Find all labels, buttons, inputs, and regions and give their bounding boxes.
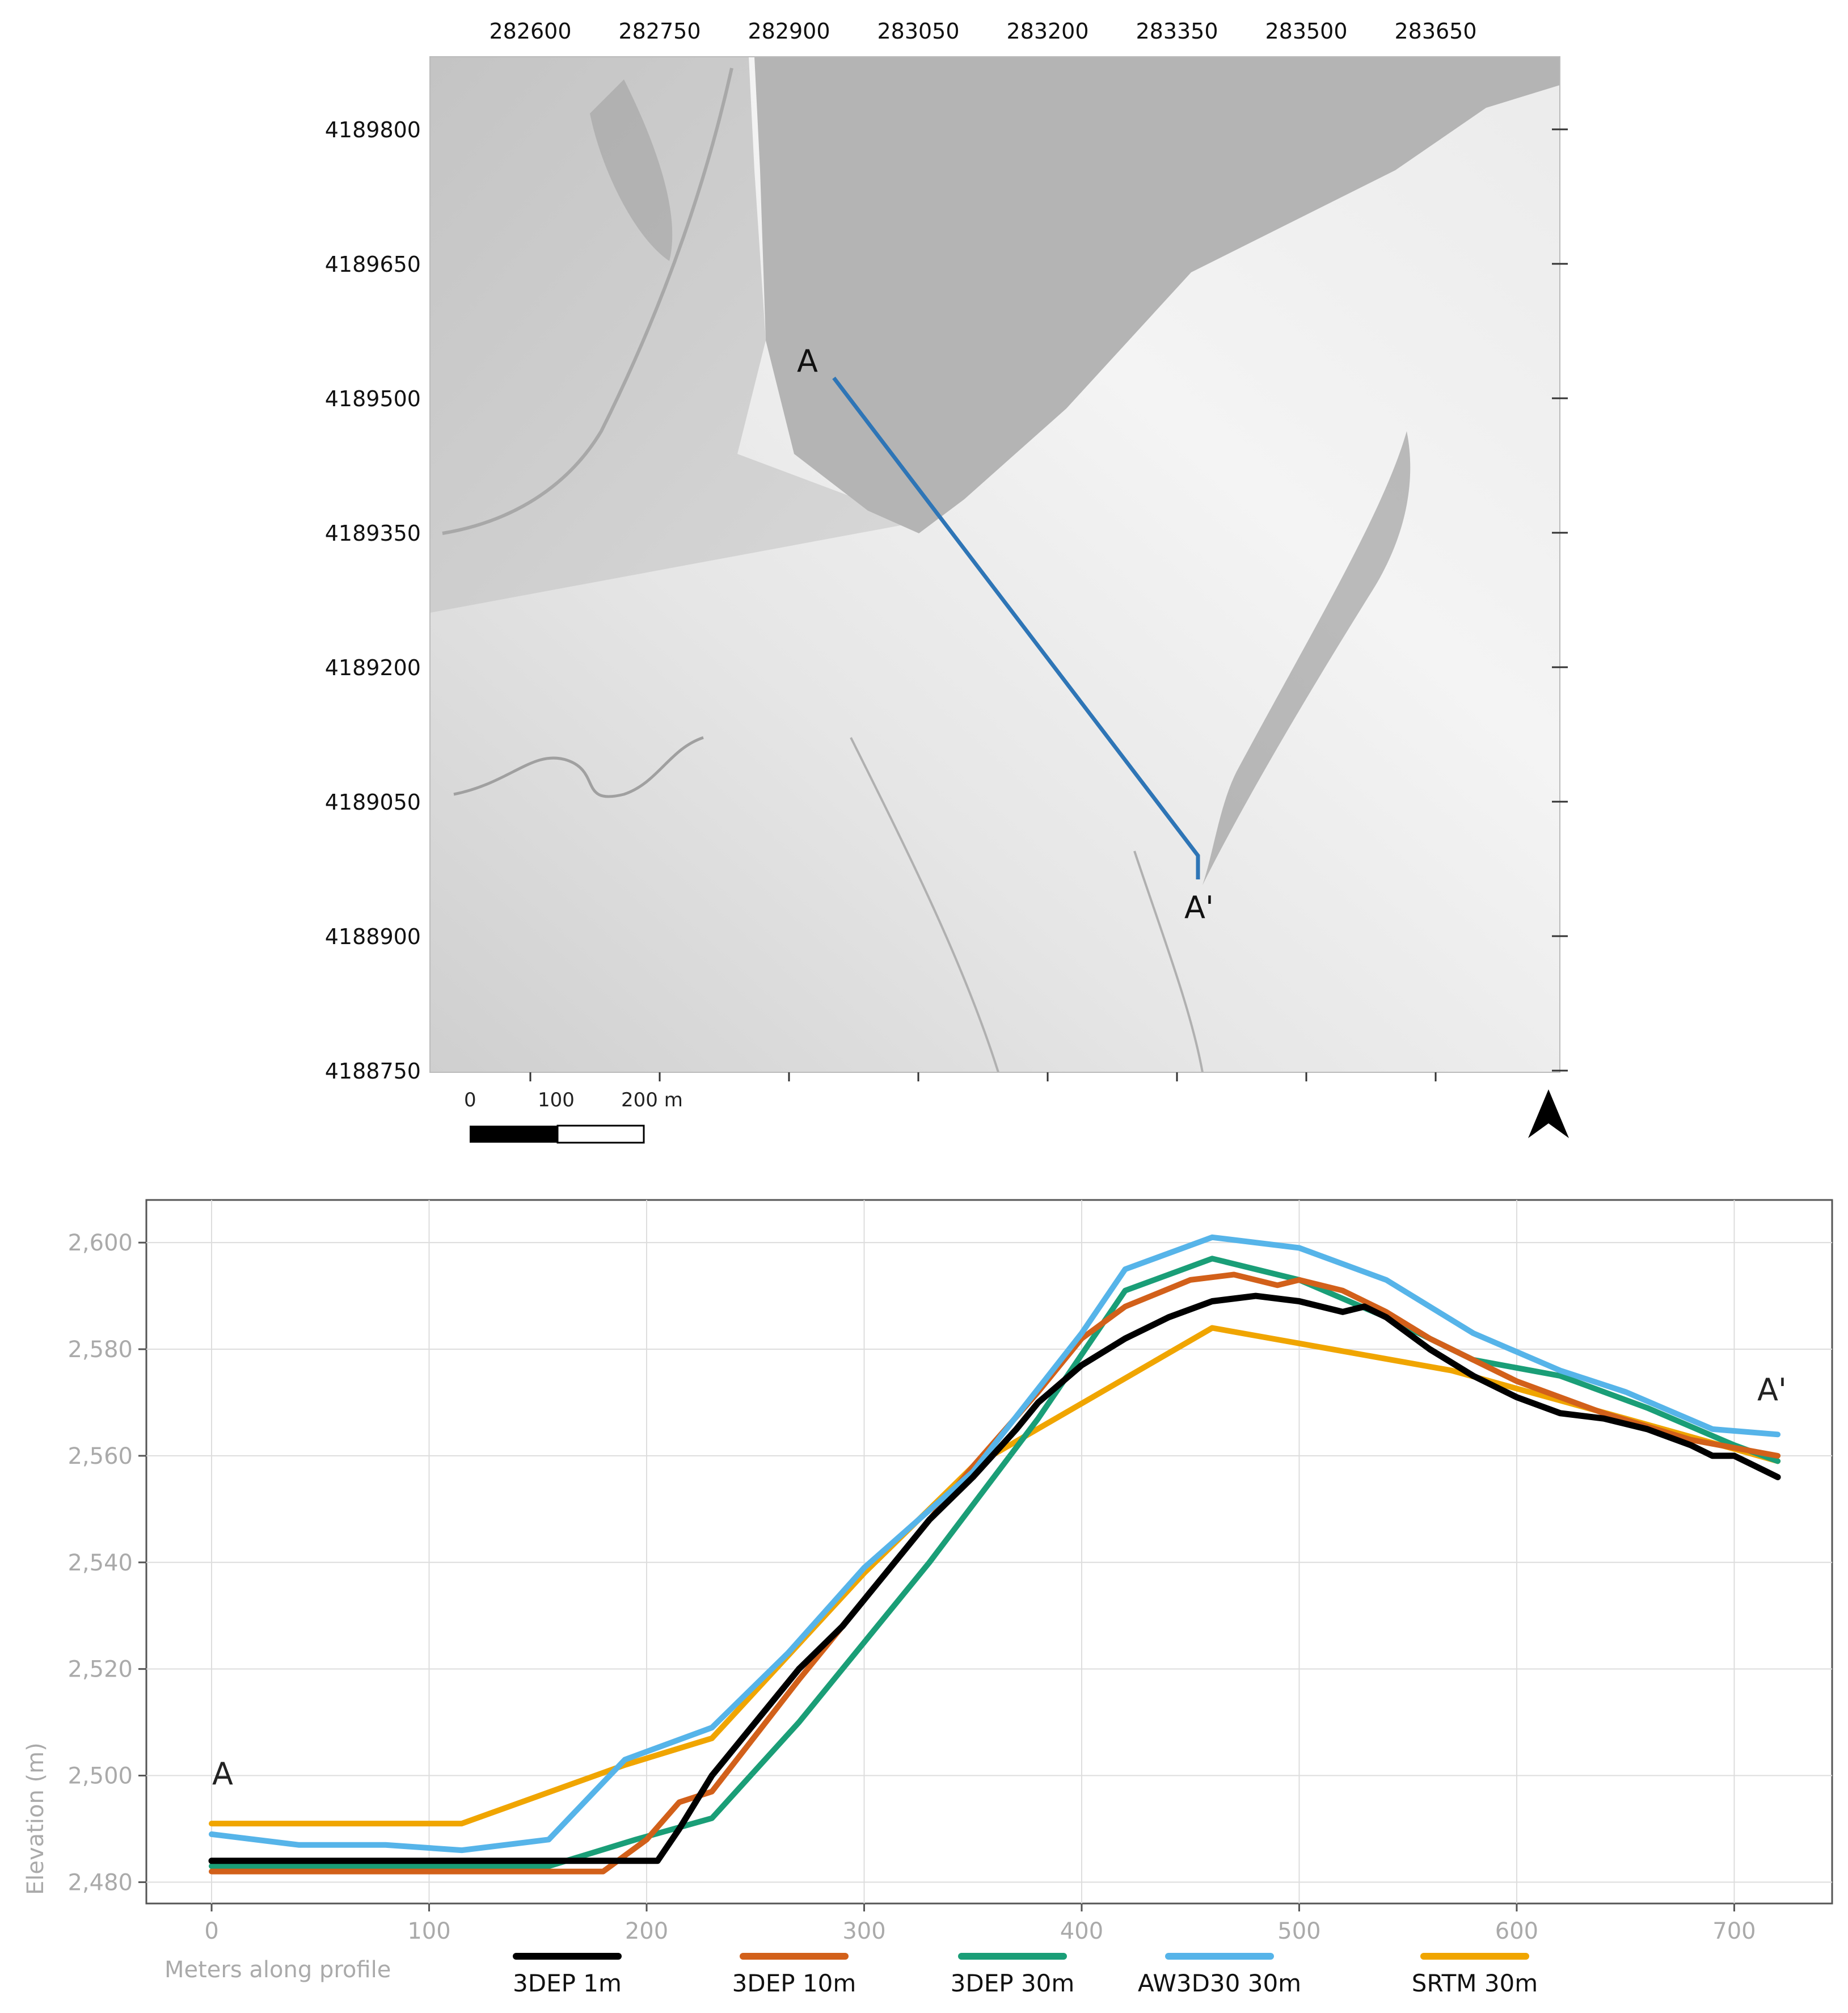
scale-label-100: 100 bbox=[538, 1089, 575, 1111]
plot-frame bbox=[145, 1199, 1833, 1905]
map-x-axis: 282600 282750 282900 283050 283200 283350 2835… bbox=[489, 19, 1477, 1081]
scarp-shadow bbox=[1203, 431, 1411, 885]
x-tick-label: 500 bbox=[1277, 1918, 1320, 1944]
x-axis-label: Meters along profile bbox=[164, 1957, 391, 1983]
y-tick-label: 2,580 bbox=[67, 1337, 133, 1363]
y-tick-label: 2,540 bbox=[67, 1550, 133, 1576]
legend-label-3dep-10m: 3DEP 10m bbox=[732, 1969, 857, 1997]
stream-trace bbox=[453, 736, 704, 798]
legend-label-3dep-30m: 3DEP 30m bbox=[951, 1969, 1075, 1997]
x-tick-label: 600 bbox=[1495, 1918, 1538, 1944]
map-y-tick-label: 4189200 bbox=[325, 655, 421, 680]
x-tick-label: 0 bbox=[204, 1918, 218, 1944]
legend-label-aw3d30-30m: AW3D30 30m bbox=[1138, 1969, 1301, 1997]
x-tick-label: 200 bbox=[625, 1918, 668, 1944]
map-y-tick-label: 4188900 bbox=[325, 924, 421, 949]
map-x-tick-label: 283350 bbox=[1136, 19, 1218, 44]
legend-label-srtm-30m: SRTM 30m bbox=[1412, 1969, 1538, 1997]
series-line-3dep-1m bbox=[208, 1292, 1781, 1864]
y-tick-label: 2,500 bbox=[67, 1763, 133, 1789]
elevation-profile-chart: 0 100 200 300 400 500 600 700 2,4802,5002,5202,… bbox=[23, 1199, 1833, 1997]
map-y-tick-label: 4189650 bbox=[325, 252, 421, 277]
map-y-axis: 4189800 4189650 4189500 4189350 4189200 41890… bbox=[325, 117, 1568, 1084]
y-tick-label: 2,480 bbox=[67, 1869, 133, 1896]
x-tick-label: 100 bbox=[407, 1918, 450, 1944]
ridge-shadow bbox=[590, 79, 673, 261]
x-tick-label: 700 bbox=[1712, 1918, 1756, 1944]
map-x-tick-label: 283200 bbox=[1006, 19, 1088, 44]
x-tick-label: 400 bbox=[1060, 1918, 1103, 1944]
y-axis: 2,480 2,500 2,520 2,540 2,560 2,580 2,600 bbox=[67, 1230, 146, 1896]
map-y-tick-label: 4189800 bbox=[325, 117, 421, 142]
drainage-trace bbox=[1133, 850, 1204, 1072]
legend: 3DEP 1m 3DEP 10m 3DEP 30m AW3D30 30m SRTM 30… bbox=[513, 1953, 1538, 1997]
valley-floor bbox=[430, 57, 919, 613]
no-data-area bbox=[754, 57, 1560, 533]
map-x-tick-label: 283500 bbox=[1265, 19, 1347, 44]
series-lines bbox=[208, 1234, 1781, 1875]
series-line-aw3d30-30m bbox=[209, 1234, 1781, 1854]
map-frame bbox=[429, 56, 1560, 1073]
map-x-tick-label: 282900 bbox=[748, 19, 830, 44]
x-tick-label: 300 bbox=[842, 1918, 885, 1944]
road-trace bbox=[442, 68, 733, 535]
annotation-a: A bbox=[212, 1756, 233, 1792]
scale-label-200: 200 m bbox=[621, 1089, 683, 1111]
series-line-3dep-30m bbox=[209, 1256, 1781, 1869]
y-tick-label: 2,520 bbox=[67, 1657, 133, 1683]
drainage-trace bbox=[850, 737, 999, 1072]
map-x-tick-label: 283050 bbox=[877, 19, 959, 44]
y-tick-label: 2,560 bbox=[67, 1443, 133, 1469]
legend-label-3dep-1m: 3DEP 1m bbox=[513, 1969, 622, 1997]
map-y-tick-label: 4189350 bbox=[325, 521, 421, 546]
hillshade-map: 282600 282750 282900 283050 283200 283350 2835… bbox=[325, 19, 1569, 1144]
x-axis: 0 100 200 300 400 500 600 700 bbox=[204, 1903, 1756, 1944]
scale-bar: 0 100 200 m bbox=[464, 1089, 683, 1144]
y-tick-label: 2,600 bbox=[67, 1230, 133, 1256]
profile-start-label: A bbox=[797, 343, 818, 379]
map-y-tick-label: 4188750 bbox=[325, 1059, 421, 1084]
y-axis-label: Elevation (m) bbox=[23, 1742, 49, 1895]
map-y-tick-label: 4189500 bbox=[325, 386, 421, 411]
profile-line bbox=[832, 376, 1200, 879]
map-y-tick-label: 4189050 bbox=[325, 790, 421, 815]
map-x-tick-label: 283650 bbox=[1394, 19, 1476, 44]
map-x-tick-label: 282750 bbox=[618, 19, 701, 44]
map-x-tick-label: 282600 bbox=[489, 19, 571, 44]
scale-label-0: 0 bbox=[464, 1089, 476, 1111]
annotation-a-prime: A' bbox=[1757, 1372, 1787, 1408]
profile-end-label: A' bbox=[1184, 890, 1214, 925]
north-arrow-icon bbox=[1528, 1089, 1569, 1138]
